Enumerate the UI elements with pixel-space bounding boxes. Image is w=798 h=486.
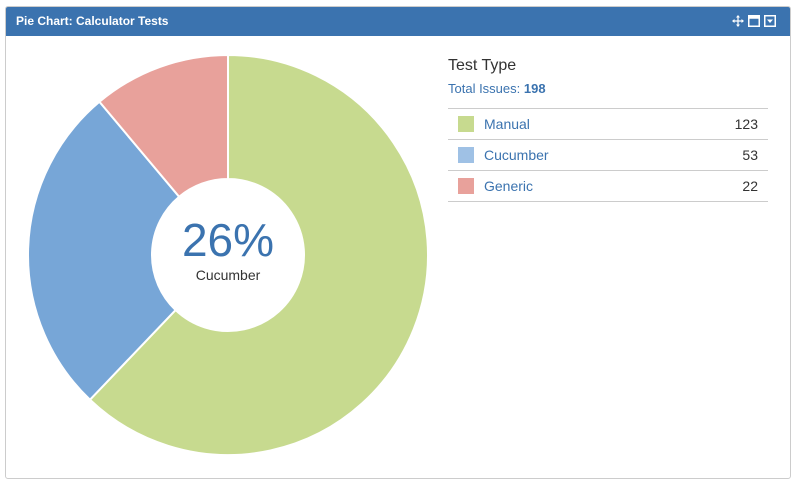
pie-slice-cucumber[interactable] [27,100,181,402]
legend-title: Test Type [448,57,517,74]
pie-chart-gadget: Pie Chart: Calculator Tests [5,6,791,479]
chart-area: 26% Cucumber [6,36,446,476]
donut-center-percent: 26% [181,214,275,266]
donut-center-label: Cucumber [195,267,261,283]
legend-table: Manual 123 Cucumber 53 Generic 22 [448,108,768,202]
donut-chart [27,53,429,456]
total-label: Total Issues: [448,81,521,96]
legend-row[interactable]: Manual 123 [448,109,768,140]
gadget-titlebar: Pie Chart: Calculator Tests [6,7,790,36]
maximize-icon[interactable] [748,15,760,27]
gadget-controls [732,15,776,27]
menu-dropdown-icon[interactable] [764,15,776,27]
chart-legend: Test Type Total Issues: 198 Manual 123 C… [448,57,768,202]
pie-slice-manual[interactable] [88,53,429,456]
legend-value: 53 [742,147,758,163]
legend-swatch [458,116,474,132]
legend-swatch [458,178,474,194]
legend-value: 22 [742,178,758,194]
legend-row[interactable]: Generic 22 [448,171,768,202]
legend-row[interactable]: Cucumber 53 [448,140,768,171]
total-value: 198 [523,81,546,96]
pie-slice-generic[interactable] [98,53,229,199]
legend-swatch [458,147,474,163]
legend-total: Total Issues: 198 [448,81,768,96]
legend-label[interactable]: Generic [484,178,534,194]
legend-label[interactable]: Manual [484,116,530,132]
legend-value: 123 [734,116,758,132]
legend-label[interactable]: Cucumber [484,147,549,163]
move-icon[interactable] [732,15,744,27]
gadget-title: Pie Chart: Calculator Tests [16,14,169,28]
